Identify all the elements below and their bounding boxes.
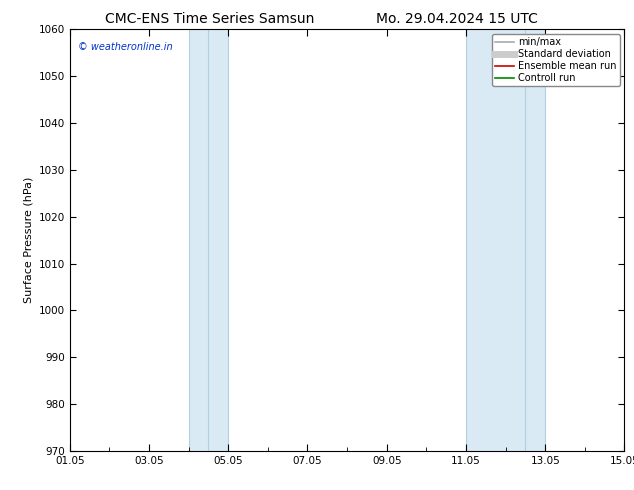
Y-axis label: Surface Pressure (hPa): Surface Pressure (hPa): [23, 177, 33, 303]
Bar: [189, 29, 228, 451]
Legend: min/max, Standard deviation, Ensemble mean run, Controll run: min/max, Standard deviation, Ensemble me…: [492, 34, 619, 86]
Text: CMC-ENS Time Series Samsun: CMC-ENS Time Series Samsun: [105, 12, 314, 26]
Text: Mo. 29.04.2024 15 UTC: Mo. 29.04.2024 15 UTC: [375, 12, 538, 26]
Text: © weatheronline.in: © weatheronline.in: [78, 42, 172, 52]
Bar: [466, 29, 545, 451]
